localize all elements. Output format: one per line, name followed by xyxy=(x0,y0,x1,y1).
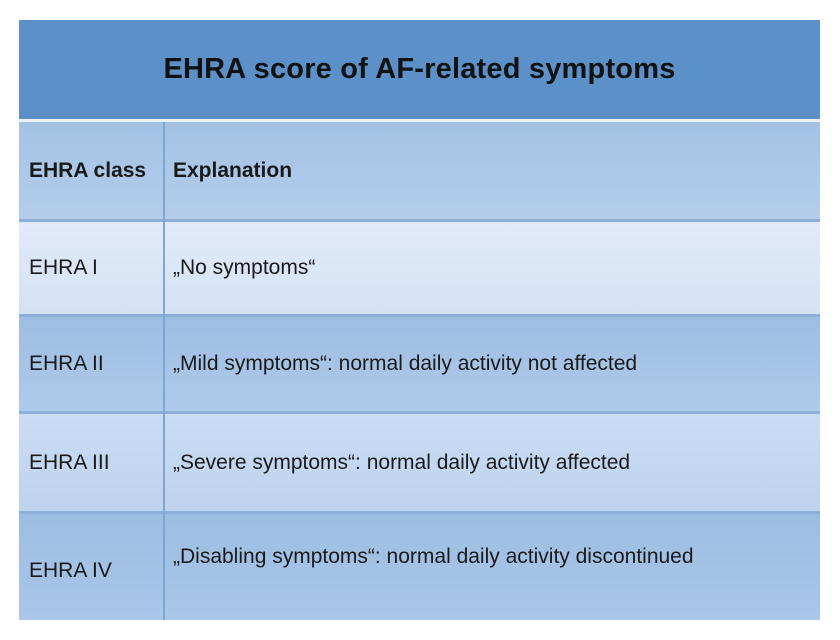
class-cell: EHRA III xyxy=(19,414,163,511)
explanation-cell: „Severe symptoms“: normal daily activity… xyxy=(163,414,820,511)
class-label: EHRA I xyxy=(29,256,98,279)
header-cell-explanation: Explanation xyxy=(163,122,820,219)
class-cell: EHRA IV xyxy=(19,514,163,620)
table-row-ehra-4: EHRA IV „Disabling symptoms“: normal dai… xyxy=(19,514,820,620)
class-label: EHRA III xyxy=(29,450,110,474)
explanation-text: „No symptoms“ xyxy=(173,256,316,279)
row-border xyxy=(19,314,820,317)
slide-title: EHRA score of AF-related symptoms xyxy=(163,53,676,85)
class-cell: EHRA I xyxy=(19,222,163,314)
row-border xyxy=(19,219,820,222)
ehra-table-card: EHRA score of AF-related symptoms EHRA c… xyxy=(19,20,820,620)
explanation-cell: „Mild symptoms“: normal daily activity n… xyxy=(163,317,820,411)
header-label-explanation: Explanation xyxy=(173,158,293,182)
explanation-text: „Mild symptoms“: normal daily activity n… xyxy=(173,352,638,375)
table-title-band: EHRA score of AF-related symptoms xyxy=(19,20,820,119)
row-border xyxy=(19,511,820,514)
header-cell-ehra-class: EHRA class xyxy=(19,122,163,219)
explanation-cell: „No symptoms“ xyxy=(163,222,820,314)
header-label-ehra-class: EHRA class xyxy=(29,158,147,182)
explanation-cell: „Disabling symptoms“: normal daily activ… xyxy=(163,514,820,620)
table-header-row: EHRA class Explanation xyxy=(19,122,820,219)
title-separator-line xyxy=(19,119,820,122)
class-label: EHRA IV xyxy=(29,559,112,582)
explanation-text: „Severe symptoms“: normal daily activity… xyxy=(173,450,631,474)
class-label: EHRA II xyxy=(29,352,104,375)
row-border xyxy=(19,411,820,414)
table-row-ehra-3: EHRA III „Severe symptoms“: normal daily… xyxy=(19,414,820,511)
class-cell: EHRA II xyxy=(19,317,163,411)
table-row-ehra-2: EHRA II „Mild symptoms“: normal daily ac… xyxy=(19,317,820,411)
explanation-text: „Disabling symptoms“: normal daily activ… xyxy=(173,545,694,568)
table-row-ehra-1: EHRA I „No symptoms“ xyxy=(19,222,820,314)
